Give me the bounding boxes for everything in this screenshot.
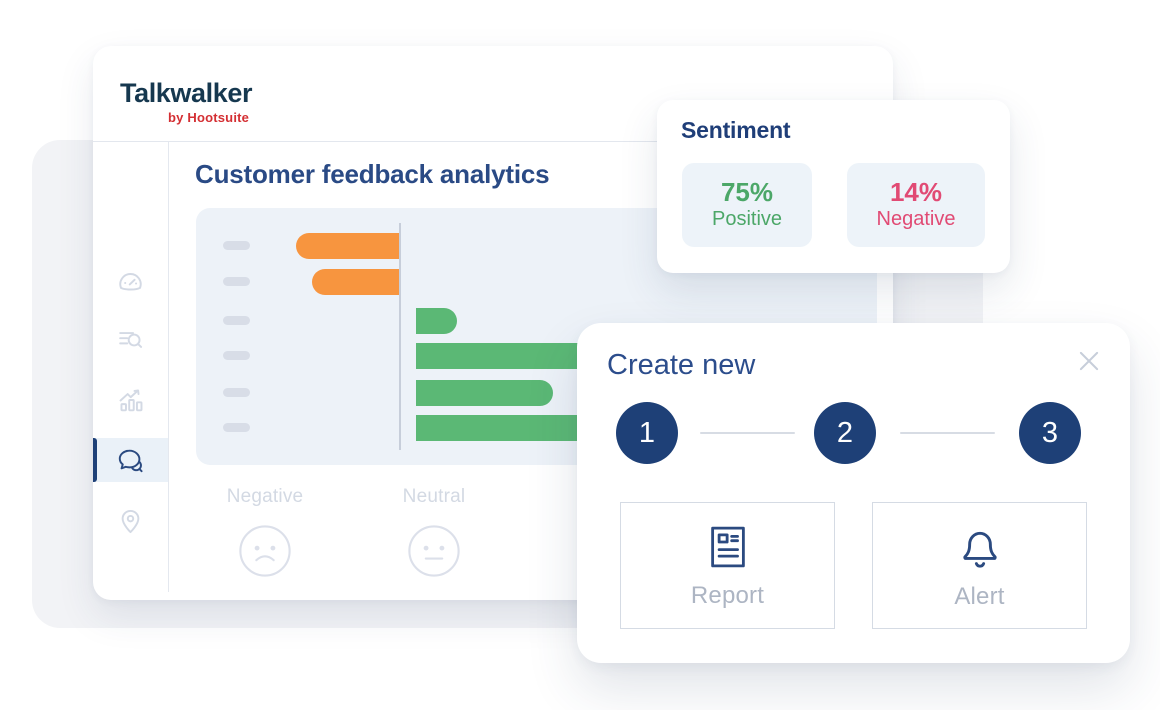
- step-circle-3[interactable]: 3: [1019, 402, 1081, 464]
- face-neutral-icon: [406, 525, 462, 583]
- step-circle-2[interactable]: 2: [814, 402, 876, 464]
- sentiment-card: Sentiment 75% Positive 14% Negative: [657, 100, 1010, 273]
- logo-byline-text: by Hootsuite: [167, 110, 250, 125]
- create-new-modal: Create new 1 2 3 Report Alert: [577, 323, 1130, 663]
- list-search-icon: [115, 324, 146, 355]
- chart-category-pill: [223, 423, 250, 432]
- step-connector: [900, 432, 995, 434]
- sentiment-label: Positive: [711, 208, 783, 231]
- page-title: Customer feedback analytics: [195, 159, 550, 189]
- sentiment-value: 14%: [889, 176, 943, 207]
- chart-bar-green: [416, 380, 553, 406]
- sidebar-item-list-search[interactable]: [93, 317, 168, 361]
- sentiment-title: Sentiment: [681, 117, 791, 143]
- chart-category-pill: [223, 316, 250, 325]
- mood-label: Negative: [226, 486, 304, 507]
- report-icon: [702, 521, 754, 573]
- option-label: Report: [690, 582, 765, 609]
- step-circle-1[interactable]: 1: [616, 402, 678, 464]
- analytics-icon: [115, 385, 146, 416]
- sentiment-value: 75%: [720, 176, 774, 207]
- sidebar-nav: [93, 142, 168, 600]
- option-alert[interactable]: Alert: [872, 502, 1087, 629]
- mood-neutral: Neutral: [372, 486, 496, 584]
- talkwalker-logo: Talkwalker by Hootsuite: [120, 78, 253, 126]
- sentiment-tile-positive: 75% Positive: [682, 163, 812, 247]
- sidebar-item-location-pin[interactable]: [93, 499, 168, 543]
- sidebar-item-chat[interactable]: [93, 438, 168, 482]
- face-sad-icon: [237, 525, 293, 583]
- chart-baseline-axis: [399, 223, 401, 450]
- mood-negative: Negative: [203, 486, 327, 584]
- logo-brand-text: Talkwalker: [120, 78, 253, 108]
- step-connector: [700, 432, 795, 434]
- mood-label: Neutral: [402, 486, 466, 507]
- gauge-icon: [115, 268, 146, 299]
- chart-category-pill: [223, 277, 250, 286]
- chart-bar-orange: [296, 233, 399, 259]
- sentiment-label: Negative: [876, 208, 956, 231]
- sidebar-item-analytics[interactable]: [93, 378, 168, 422]
- app-header: Talkwalker by Hootsuite: [93, 46, 893, 142]
- sentiment-tile-negative: 14% Negative: [847, 163, 985, 247]
- chart-bar-orange: [312, 269, 399, 295]
- chart-category-pill: [223, 351, 250, 360]
- chart-category-pill: [223, 388, 250, 397]
- sidebar-divider: [168, 142, 169, 592]
- modal-title: Create new: [607, 349, 756, 381]
- location-pin-icon: [115, 506, 146, 537]
- sidebar-item-gauge[interactable]: [93, 261, 168, 305]
- close-icon[interactable]: [1074, 346, 1104, 376]
- chart-bar-green: [416, 308, 457, 334]
- option-report[interactable]: Report: [620, 502, 835, 629]
- option-label: Alert: [954, 583, 1005, 610]
- chat-icon: [115, 445, 146, 476]
- bell-icon: [953, 520, 1007, 574]
- chart-category-pill: [223, 241, 250, 250]
